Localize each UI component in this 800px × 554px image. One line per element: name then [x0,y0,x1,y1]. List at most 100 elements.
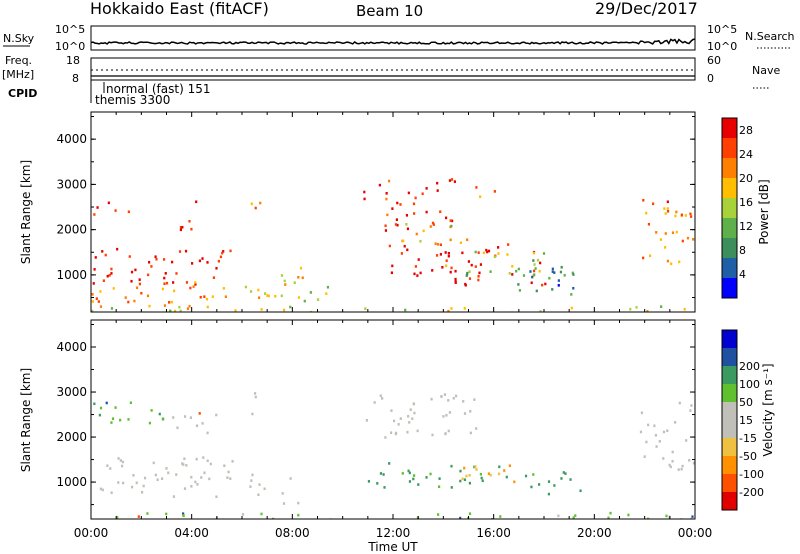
range-gate-cell [119,459,122,462]
range-gate-cell [461,251,464,255]
range-gate-cell [533,263,536,266]
range-gate-cell [647,222,651,226]
scatter-region [251,392,257,416]
range-gate-cell [447,309,450,312]
colorbar-frame [721,329,738,511]
range-gate-cell [489,473,492,477]
range-gate-cell [188,219,191,223]
range-gate-cell [468,512,472,515]
colorbar-segment [722,238,737,258]
range-gate-cell [215,495,218,499]
range-gate-cell [407,469,410,473]
range-gate-cell [203,295,206,298]
scatter-region [475,186,496,199]
range-gate-cell [195,424,199,428]
range-gate-cell [178,305,181,309]
range-gate-cell [99,406,103,410]
y-tick-label: 2000 [56,223,87,237]
range-gate-cell [280,294,283,298]
range-gate-cell [469,431,472,435]
range-gate-cell [406,430,409,434]
range-gate-cell [664,212,667,215]
nave-tick-top: 60 [707,54,721,67]
range-gate-cell [385,197,388,201]
range-gate-cell [114,209,117,212]
range-gate-cell [402,239,405,243]
range-gate-cell [127,210,130,214]
range-gate-cell [498,465,501,469]
freq-tick-bottom: 8 [72,72,79,85]
range-gate-cell [544,282,547,286]
range-gate-cell [474,465,477,468]
freq-label: Freq. [5,54,32,67]
range-gate-cell [165,512,168,516]
range-gate-cell [463,307,466,310]
range-gate-cell [659,238,663,241]
range-gate-cell [646,517,650,519]
range-gate-cell [156,478,159,482]
range-gate-cell [468,473,471,477]
range-gate-cell [120,464,124,468]
range-gate-cell [274,294,277,298]
range-gate-cell [130,270,134,274]
range-gate-cell [508,272,511,275]
range-gate-cell [148,260,151,264]
range-gate-cell [665,514,668,518]
range-gate-cell [367,480,371,483]
range-gate-cell [438,485,441,488]
range-gate-cell [403,244,406,248]
range-gate-cell [162,258,166,261]
x-axis-label: Time UT [367,540,418,554]
range-gate-cell [466,271,469,275]
range-gate-cell [206,261,209,264]
colorbar-tick-label: 20 [739,172,753,185]
range-gate-cell [629,307,632,311]
range-gate-cell [425,187,428,190]
range-gate-cell [485,248,488,252]
range-gate-cell [435,254,439,257]
noise-tick-top-right: 10^5 [707,23,737,36]
range-gate-cell [533,273,536,276]
y-tick-label: 4000 [56,132,87,146]
noise-tick-top-left: 10^5 [55,23,85,36]
scatter-region [461,464,516,484]
range-gate-cell [127,418,130,421]
range-gate-cell [161,287,164,291]
range-gate-cell [480,476,483,480]
range-gate-cell [190,262,194,265]
range-gate-cell [450,486,453,489]
range-gate-cell [206,431,209,435]
x-tick-label: 00:00 [74,526,109,540]
scatter-region [244,266,304,300]
range-gate-cell [419,271,422,275]
range-gate-cell [172,281,175,284]
range-gate-cell [133,299,136,303]
range-gate-cell [251,473,254,477]
range-gate-cell [160,477,164,480]
range-gate-cell [447,429,450,433]
range-gate-cell [671,459,674,463]
range-gate-cell [445,264,448,268]
range-gate-cell [408,471,411,475]
range-gate-cell [441,265,444,269]
range-gate-cell [283,279,286,283]
range-gate-cell [557,284,560,287]
range-gate-cell [280,274,284,277]
range-gate-cell [557,514,560,518]
colorbar-segment [722,330,737,348]
colorbar-segment [722,178,737,198]
colorbar-tick-label: 8 [739,244,746,257]
range-gate-cell [297,275,300,279]
range-gate-cell [101,250,104,253]
velocity-colorbar-label: Velocity [m s⁻¹] [761,363,775,456]
velocity-panel: 1000 2000 3000 4000 Slant Range [km] -200 -1… [19,319,775,520]
range-gate-cell [413,411,416,415]
range-gate-cell [172,416,175,419]
range-gate-cell [627,513,630,517]
range-gate-cell [257,296,261,300]
range-gate-cell [463,466,466,470]
range-gate-cell [390,431,393,434]
scatter-region [179,200,198,232]
colorbar-tick-label: 24 [739,148,753,161]
range-gate-cell [681,239,684,243]
